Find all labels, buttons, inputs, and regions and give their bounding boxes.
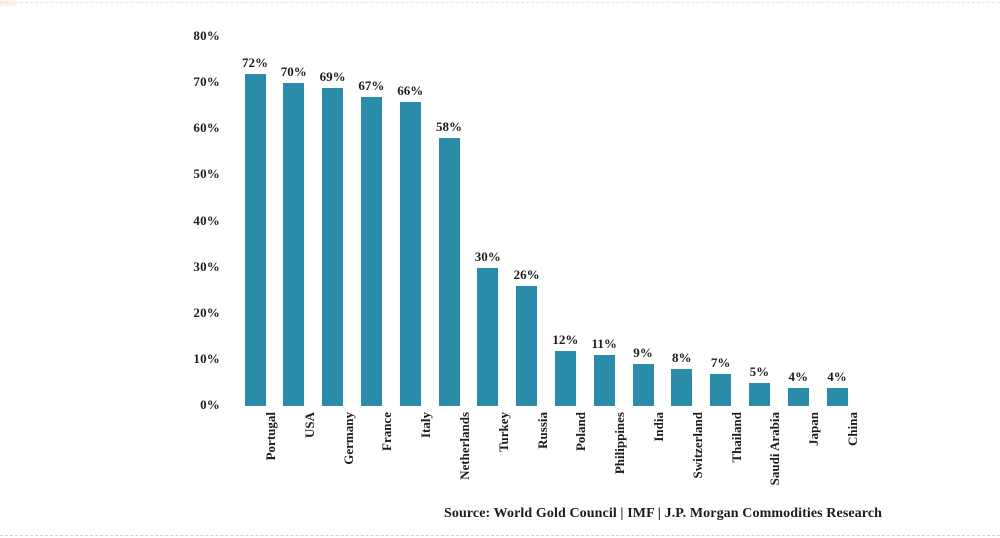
bar-switzerland — [671, 369, 693, 406]
x-axis-category-label: Portugal — [263, 412, 278, 461]
bar-italy — [399, 101, 421, 406]
bar-china — [826, 387, 848, 406]
bar-value-label: 4% — [788, 368, 808, 384]
bar-philippines — [593, 355, 615, 406]
bar-saudi-arabia — [748, 382, 770, 406]
x-axis-category-label: Saudi Arabia — [767, 412, 783, 486]
y-axis-tick-label: 20% — [193, 304, 220, 320]
bar-value-label: 69% — [319, 68, 346, 84]
bar-russia — [516, 286, 538, 406]
bar-value-label: 67% — [358, 77, 385, 93]
bar-value-label: 4% — [827, 368, 847, 384]
x-axis-category-label: Switzerland — [689, 412, 705, 479]
bar-value-label: 8% — [672, 350, 692, 366]
bar-portugal — [244, 73, 266, 406]
x-axis-category-label: Philippines — [612, 412, 628, 475]
bar-netherlands — [438, 138, 460, 406]
bar-value-label: 72% — [242, 54, 268, 70]
bar-germany — [322, 87, 344, 406]
bar-poland — [554, 350, 576, 406]
x-axis-category-label: Netherlands — [457, 412, 472, 480]
x-axis-category-label: Italy — [418, 412, 434, 438]
x-axis-category-label: Russia — [534, 412, 550, 449]
bar-india — [632, 364, 654, 406]
y-axis-tick-label: 50% — [193, 166, 220, 182]
bar-value-label: 12% — [552, 331, 579, 347]
bar-value-label: 9% — [633, 345, 653, 361]
bar-value-label: 5% — [749, 363, 770, 379]
corner-mark — [0, 0, 16, 6]
x-axis-category-label: India — [651, 412, 666, 442]
x-axis-category-label: Japan — [806, 412, 822, 446]
x-axis-category-label: Germany — [340, 412, 356, 465]
x-axis-category-label: China — [845, 412, 860, 446]
y-axis-tick-label: 0% — [200, 397, 220, 412]
bar-value-label: 26% — [513, 267, 540, 283]
bar-thailand — [710, 373, 732, 406]
bar-value-label: 7% — [710, 354, 731, 370]
bottom-edge-divider — [0, 535, 1000, 536]
bar-value-label: 30% — [474, 248, 501, 264]
source-attribution: Source: World Gold Council | IMF | J.P. … — [444, 506, 883, 521]
top-edge-divider — [0, 2, 1000, 3]
x-axis-category-label: France — [379, 412, 395, 451]
bar-usa — [283, 83, 305, 406]
y-axis-tick-label: 80% — [193, 28, 220, 43]
bar-japan — [787, 387, 809, 406]
x-axis-category-label: Poland — [573, 412, 589, 452]
bar-value-label: 58% — [436, 119, 462, 135]
bar-value-label: 11% — [591, 336, 617, 352]
x-axis-category-label: Turkey — [495, 412, 511, 452]
bar-value-label: 70% — [280, 64, 307, 80]
y-axis-tick-label: 60% — [193, 120, 220, 136]
bar-france — [360, 96, 382, 406]
y-axis-tick-label: 70% — [193, 74, 220, 90]
y-axis-tick-label: 40% — [193, 212, 220, 228]
y-axis-tick-label: 10% — [193, 350, 220, 366]
x-axis-category-label: USA — [301, 412, 317, 439]
bar-turkey — [477, 267, 499, 406]
x-axis-category-label: Thailand — [728, 412, 744, 463]
y-axis-tick-label: 30% — [193, 258, 220, 274]
bar-value-label: 66% — [397, 82, 424, 98]
